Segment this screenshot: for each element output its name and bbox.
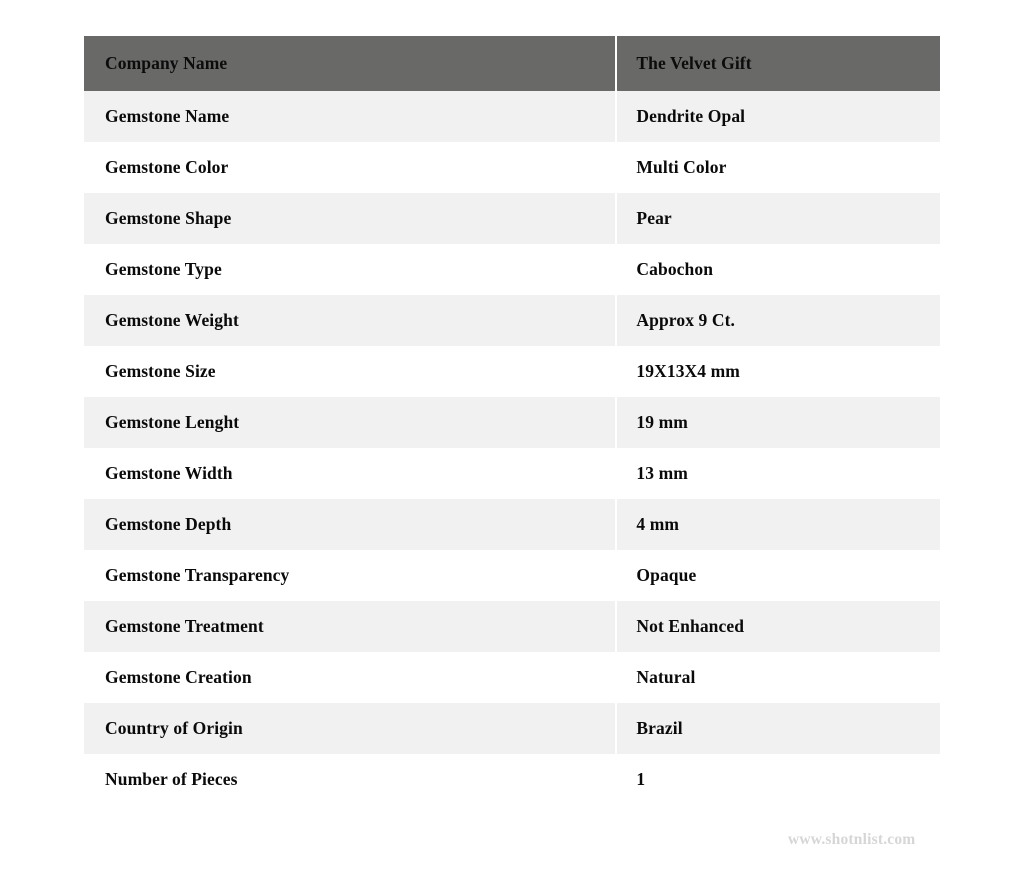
row-label-cell: Gemstone Size bbox=[84, 346, 615, 397]
column-divider bbox=[614, 36, 618, 91]
table-body: Company Name The Velvet Gift Gemstone Name… bbox=[84, 36, 940, 805]
row-label-cell: Gemstone Depth bbox=[84, 499, 615, 550]
column-divider bbox=[614, 499, 618, 550]
table-row: Gemstone Creation Natural bbox=[84, 652, 940, 703]
row-label-cell: Gemstone Type bbox=[84, 244, 615, 295]
row-value-cell: 19 mm bbox=[617, 397, 940, 448]
column-divider bbox=[614, 193, 618, 244]
row-label-cell: Gemstone Color bbox=[84, 142, 615, 193]
row-label-cell: Gemstone Transparency bbox=[84, 550, 615, 601]
row-value-cell: The Velvet Gift bbox=[617, 36, 940, 91]
row-label-cell: Gemstone Treatment bbox=[84, 601, 615, 652]
column-divider bbox=[614, 397, 618, 448]
row-label-cell: Gemstone Shape bbox=[84, 193, 615, 244]
row-value-cell: Dendrite Opal bbox=[617, 91, 940, 142]
column-divider bbox=[614, 754, 618, 805]
row-value-cell: 1 bbox=[617, 754, 940, 805]
column-divider bbox=[614, 295, 618, 346]
column-divider bbox=[614, 703, 618, 754]
table-row: Gemstone Transparency Opaque bbox=[84, 550, 940, 601]
table-row: Gemstone Weight Approx 9 Ct. bbox=[84, 295, 940, 346]
table-row: Gemstone Type Cabochon bbox=[84, 244, 940, 295]
table-row: Gemstone Depth 4 mm bbox=[84, 499, 940, 550]
row-label-cell: Gemstone Name bbox=[84, 91, 615, 142]
row-value-cell: 4 mm bbox=[617, 499, 940, 550]
row-value-cell: Multi Color bbox=[617, 142, 940, 193]
column-divider bbox=[614, 652, 618, 703]
row-value-cell: Opaque bbox=[617, 550, 940, 601]
row-label-cell: Company Name bbox=[84, 36, 615, 91]
table-row: Number of Pieces 1 bbox=[84, 754, 940, 805]
table-header-row: Company Name The Velvet Gift bbox=[84, 36, 940, 91]
column-divider bbox=[614, 244, 618, 295]
row-value-cell: Natural bbox=[617, 652, 940, 703]
row-value-cell: Approx 9 Ct. bbox=[617, 295, 940, 346]
row-label-cell: Gemstone Width bbox=[84, 448, 615, 499]
row-value-cell: Pear bbox=[617, 193, 940, 244]
table-row: Gemstone Width 13 mm bbox=[84, 448, 940, 499]
row-label-cell: Gemstone Weight bbox=[84, 295, 615, 346]
column-divider bbox=[614, 448, 618, 499]
column-divider bbox=[614, 346, 618, 397]
table-row: Gemstone Size 19X13X4 mm bbox=[84, 346, 940, 397]
table-row: Gemstone Shape Pear bbox=[84, 193, 940, 244]
row-value-cell: Cabochon bbox=[617, 244, 940, 295]
table-row: Gemstone Color Multi Color bbox=[84, 142, 940, 193]
table-row: Gemstone Name Dendrite Opal bbox=[84, 91, 940, 142]
gemstone-specification-table: Company Name The Velvet Gift Gemstone Name… bbox=[84, 36, 940, 805]
column-divider bbox=[614, 91, 618, 142]
row-value-cell: 13 mm bbox=[617, 448, 940, 499]
column-divider bbox=[614, 142, 618, 193]
table-row: Gemstone Lenght 19 mm bbox=[84, 397, 940, 448]
row-value-cell: 19X13X4 mm bbox=[617, 346, 940, 397]
row-label-cell: Country of Origin bbox=[84, 703, 615, 754]
row-value-cell: Not Enhanced bbox=[617, 601, 940, 652]
row-label-cell: Number of Pieces bbox=[84, 754, 615, 805]
column-divider bbox=[614, 550, 618, 601]
row-label-cell: Gemstone Lenght bbox=[84, 397, 615, 448]
row-value-cell: Brazil bbox=[617, 703, 940, 754]
row-label-cell: Gemstone Creation bbox=[84, 652, 615, 703]
table-row: Gemstone Treatment Not Enhanced bbox=[84, 601, 940, 652]
table-row: Country of Origin Brazil bbox=[84, 703, 940, 754]
watermark-text: www.shotnlist.com bbox=[788, 831, 916, 848]
column-divider bbox=[614, 601, 618, 652]
